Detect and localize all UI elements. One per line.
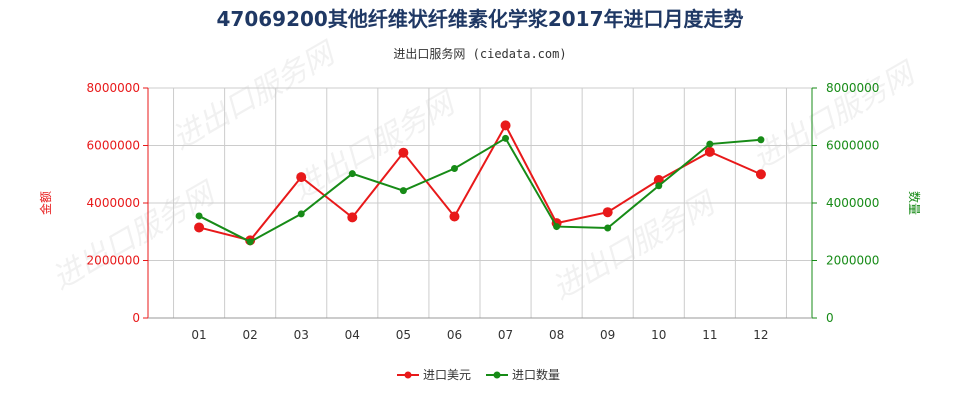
data-point-quantity (706, 140, 714, 148)
data-point-usd (755, 169, 766, 180)
legend: 进口美元 进口数量 (397, 367, 560, 382)
right-axis-title: 数量 (907, 191, 922, 215)
legend-label-quantity: 进口数量 (512, 367, 560, 382)
data-point-quantity (655, 182, 663, 190)
x-tick-label: 12 (753, 328, 768, 342)
data-point-usd (347, 212, 358, 223)
right-tick-label: 0 (826, 311, 834, 325)
x-tick-label: 04 (345, 328, 360, 342)
x-tick-label: 11 (702, 328, 717, 342)
data-point-quantity (399, 187, 407, 195)
data-point-quantity (195, 212, 203, 220)
data-point-usd (602, 207, 613, 218)
series-line-quantity (198, 136, 762, 243)
right-tick-label: 4000000 (826, 196, 879, 210)
data-point-usd (704, 146, 715, 157)
legend-label-usd: 进口美元 (423, 368, 471, 382)
series-layer (194, 120, 766, 246)
right-axis-ticks: 0 2000000 4000000 6000000 8000000 (812, 81, 879, 325)
x-tick-label: 02 (243, 328, 258, 342)
left-axis-ticks: 0 2000000 4000000 6000000 8000000 (87, 81, 148, 325)
left-tick-label: 8000000 (87, 81, 140, 95)
chart-title: 47069200其他纤维状纤维素化学浆2017年进口月度走势 (217, 7, 744, 31)
legend-item-quantity[interactable]: 进口数量 (486, 367, 560, 382)
left-tick-label: 6000000 (87, 139, 140, 153)
legend-marker-usd (404, 371, 412, 379)
x-tick-label: 01 (191, 328, 206, 342)
left-tick-label: 4000000 (87, 196, 140, 210)
legend-item-usd[interactable]: 进口美元 (397, 368, 471, 382)
data-point-quantity (297, 210, 305, 218)
data-point-quantity (553, 223, 561, 231)
x-tick-label: 10 (651, 328, 666, 342)
data-point-quantity (604, 224, 612, 232)
x-tick-label: 03 (294, 328, 309, 342)
grid-lines (148, 87, 812, 319)
watermark-text: 进出口服务网 (167, 35, 344, 157)
x-tick-label: 06 (447, 328, 462, 342)
watermark-text: 进出口服务网 (47, 175, 224, 297)
x-tick-label: 07 (498, 328, 513, 342)
watermark-text: 进出口服务网 (747, 55, 924, 177)
left-tick-label: 2000000 (87, 254, 140, 268)
x-tick-label: 05 (396, 328, 411, 342)
x-axis-ticks: 01 02 03 04 05 06 07 08 09 10 11 12 (191, 328, 768, 342)
data-point-usd (296, 172, 307, 183)
right-tick-label: 8000000 (826, 81, 879, 95)
data-point-usd (449, 211, 460, 222)
chart-subtitle: 进出口服务网 (ciedata.com) (393, 46, 566, 61)
right-tick-label: 2000000 (826, 254, 879, 268)
x-tick-label: 08 (549, 328, 564, 342)
data-point-usd (500, 120, 511, 131)
left-tick-label: 0 (132, 311, 140, 325)
data-point-usd (194, 222, 205, 233)
data-point-quantity (757, 136, 765, 144)
legend-marker-quantity (493, 371, 501, 379)
left-axis-title: 金额 (38, 191, 53, 215)
series-line-usd (198, 123, 762, 242)
data-point-quantity (502, 134, 510, 142)
right-tick-label: 6000000 (826, 139, 879, 153)
data-point-usd (398, 147, 409, 158)
data-point-quantity (348, 170, 356, 178)
data-point-quantity (246, 238, 254, 246)
data-point-quantity (450, 165, 458, 172)
x-tick-label: 09 (600, 328, 615, 342)
